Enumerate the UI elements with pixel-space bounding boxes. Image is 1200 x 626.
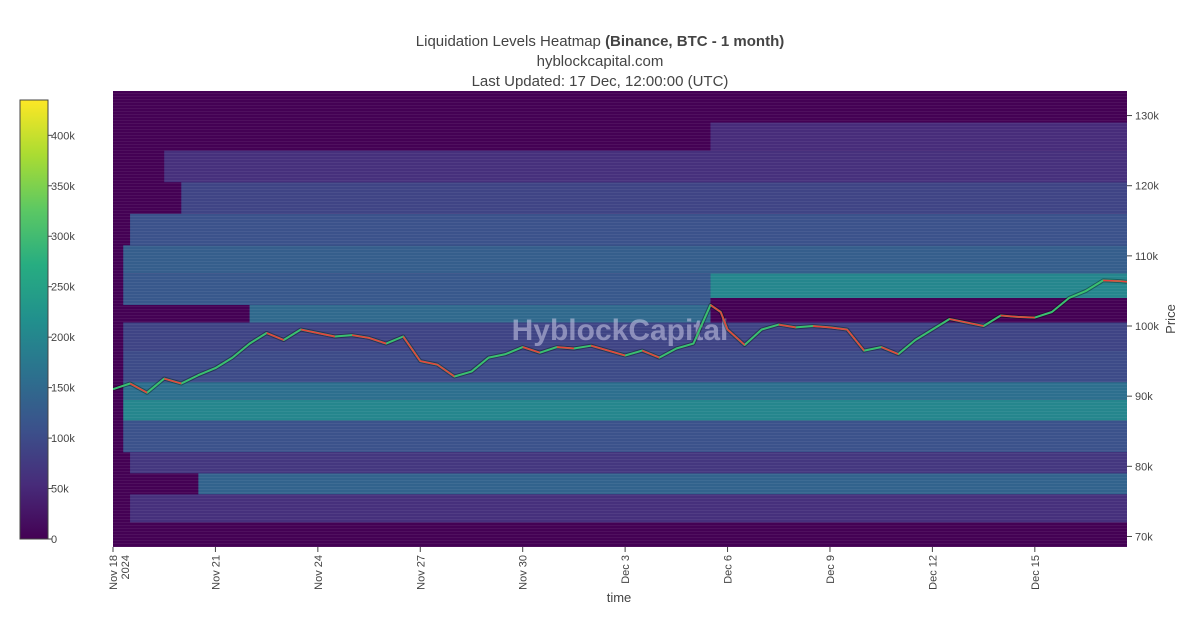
y-axis: 70k 80k 90k 100k 110k 120k 130k xyxy=(1127,111,1159,543)
y-tick-label: 120k xyxy=(1135,181,1159,193)
colorbar-ticks: 0 50k 100k 150k 200k 250k 300k 350k 400k xyxy=(48,130,75,546)
price-segment-down xyxy=(1120,280,1127,283)
colorbar-tick-label: 50k xyxy=(51,484,69,496)
x-tick-label: Dec 9 xyxy=(825,555,837,584)
price-segment-down xyxy=(590,344,609,352)
colorbar-tick-label: 400k xyxy=(51,130,75,142)
x-tick-year-label: 2024 xyxy=(120,555,132,579)
watermark: HyblockCapital xyxy=(512,314,729,347)
colorbar-tick-label: 100k xyxy=(51,433,75,445)
price-segment-down xyxy=(300,328,319,334)
x-tick-label: Nov 30 xyxy=(518,555,530,590)
price-segment-down xyxy=(351,334,370,339)
price-segment-down xyxy=(812,325,831,329)
price-segment-down xyxy=(846,329,865,352)
price-segment-down xyxy=(727,328,746,346)
price-segment-down xyxy=(949,318,967,324)
colorbar-tick-label: 350k xyxy=(51,181,75,193)
price-segment-down xyxy=(1000,314,1018,318)
price-segment-down xyxy=(778,323,796,329)
colorbar-gradient xyxy=(19,99,49,540)
y-tick-label: 80k xyxy=(1135,461,1153,473)
price-segment-down xyxy=(522,346,541,354)
price-segment-down xyxy=(1017,316,1035,319)
x-tick-label: Nov 24 xyxy=(313,555,325,590)
x-tick-label: Dec 3 xyxy=(620,555,632,584)
x-tick-label: Dec 12 xyxy=(927,555,939,590)
x-tick-label: Nov 21 xyxy=(210,555,222,590)
price-segment-down xyxy=(607,349,626,357)
heatmap-row-texture xyxy=(113,91,1127,547)
colorbar: 0 50k 100k 150k 200k 250k 300k 350k 400k xyxy=(19,99,75,546)
price-segment-down xyxy=(436,363,455,378)
price-segment-down xyxy=(719,311,729,330)
y-tick-label: 110k xyxy=(1135,251,1159,263)
price-segment-down xyxy=(1103,279,1121,282)
y-tick-label: 70k xyxy=(1135,531,1153,543)
price-series xyxy=(113,278,1127,395)
price-segment-down xyxy=(317,332,336,338)
y-tick-label: 130k xyxy=(1135,111,1159,123)
y-tick-label: 100k xyxy=(1135,321,1159,333)
title-line-3: Last Updated: 17 Dec, 12:00:00 (UTC) xyxy=(472,73,729,90)
x-tick-label: Nov 18 xyxy=(108,555,120,590)
colorbar-tick-label: 200k xyxy=(51,332,75,344)
chart-title: Liquidation Levels Heatmap (Binance, BTC… xyxy=(416,33,784,90)
price-segment-down xyxy=(129,382,148,394)
colorbar-tick-label: 300k xyxy=(51,231,75,243)
colorbar-tick-label: 150k xyxy=(51,383,75,395)
y-tick-label: 90k xyxy=(1135,391,1153,403)
x-tick-label: Dec 6 xyxy=(723,555,735,584)
price-segment-down xyxy=(880,346,899,355)
plot-area: HyblockCapital xyxy=(113,91,1127,547)
colorbar-tick-label: 250k xyxy=(51,282,75,294)
price-segment-down xyxy=(266,332,285,341)
price-segment-down xyxy=(420,360,438,366)
price-segment-down xyxy=(710,304,722,313)
price-segment-down xyxy=(966,321,984,327)
price-segment-down xyxy=(402,336,421,362)
x-tick-label: Nov 27 xyxy=(415,555,427,590)
price-segment-down xyxy=(368,337,387,345)
x-axis: Nov 18 2024 Nov 21 Nov 24 Nov 27 Nov 30 Dec 3 D… xyxy=(108,547,1042,590)
colorbar-tick-label: 0 xyxy=(51,534,57,546)
title-line-2: hyblockcapital.com xyxy=(537,53,664,70)
x-tick-label: Dec 15 xyxy=(1030,555,1042,590)
price-segment-down xyxy=(641,349,660,359)
price-segment-down xyxy=(829,326,848,331)
x-axis-title: time xyxy=(607,590,632,605)
y-axis-title: Price xyxy=(1163,304,1178,334)
title-line-1: Liquidation Levels Heatmap (Binance, BTC… xyxy=(416,33,784,50)
price-segment-down xyxy=(163,377,182,385)
price-segment-down xyxy=(556,346,574,350)
